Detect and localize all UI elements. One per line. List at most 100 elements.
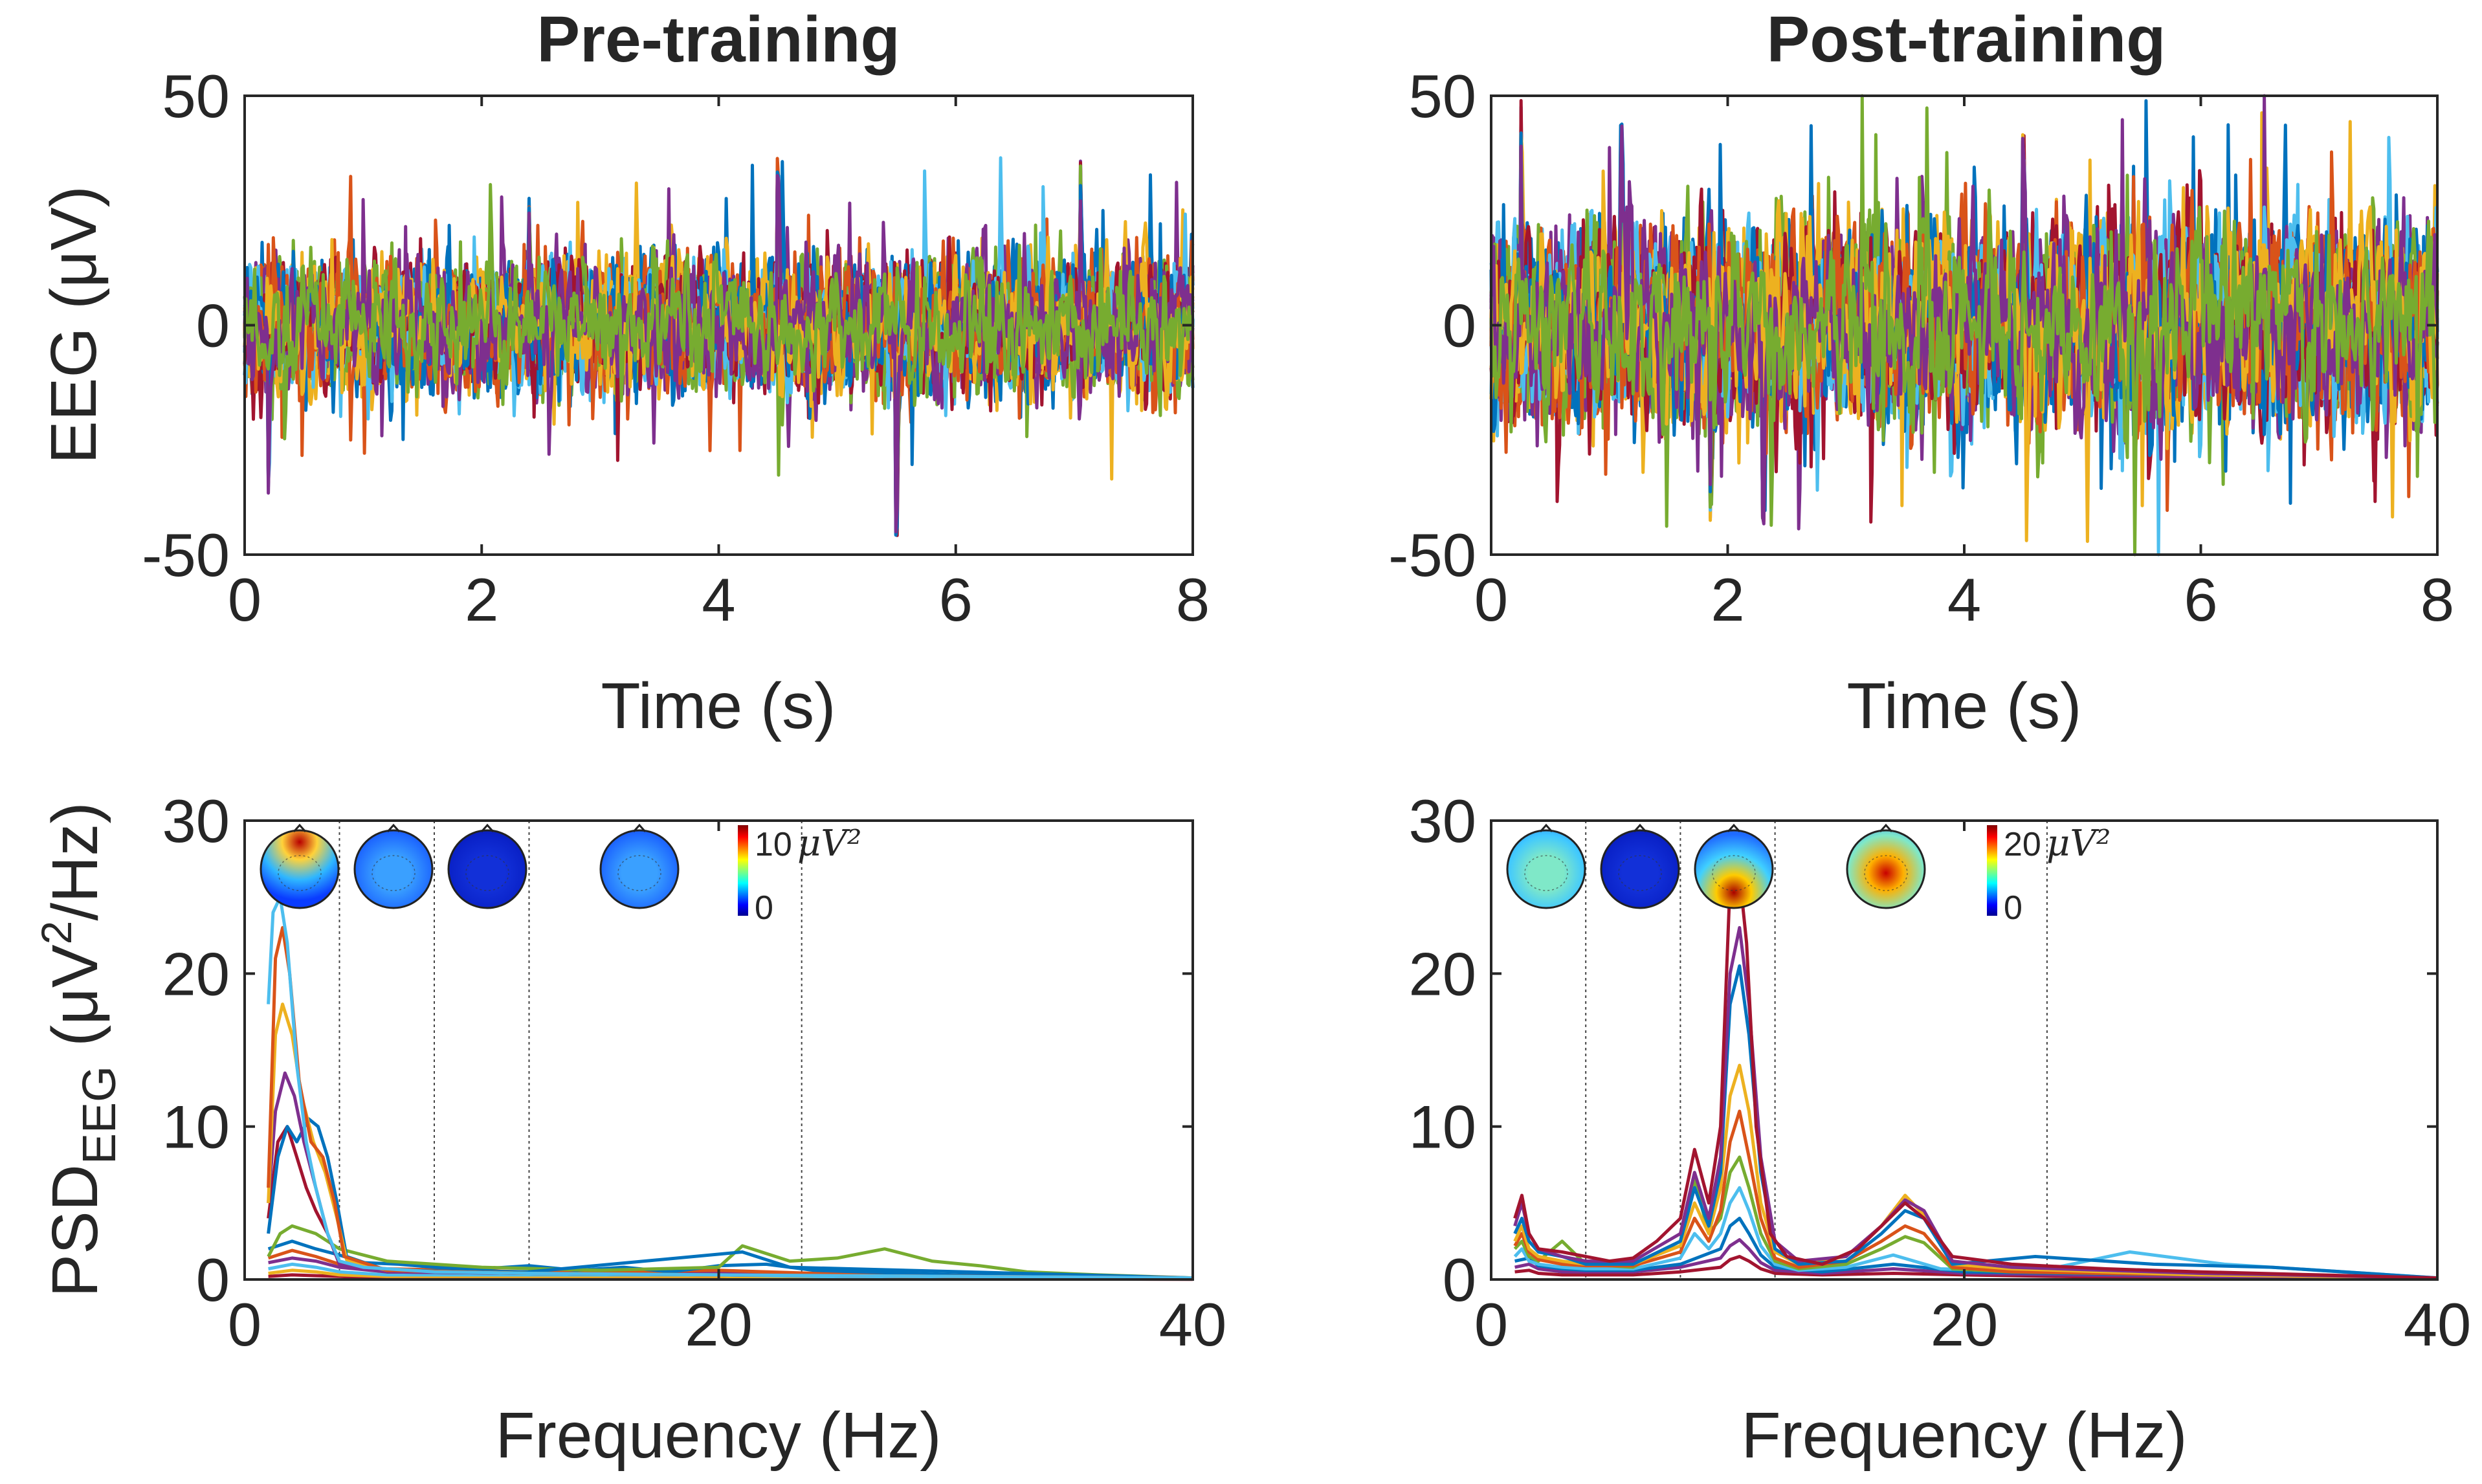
x-tick-label: 8 [2421,566,2454,634]
y-tick-label: 10 [162,1093,230,1161]
colorbar-max-label: 20 [2004,826,2041,863]
colorbar-unit: μV² [797,823,861,865]
y-axis-label: EEG (μV) [38,186,110,464]
psd-series [1513,1155,2438,1280]
x-tick-label: 0 [228,1290,261,1358]
x-tick-label: 2 [465,566,498,634]
y-tick-label: 0 [1443,1246,1476,1314]
psd-series [1513,1109,2438,1280]
subplot-psd-post: 0 20 40 0 10 20 30 20 μV² 0 Frequency (Hz) [1408,787,2471,1472]
colorbar-unit-text: μV² [2046,823,2111,865]
x-tick-label: 8 [1176,566,1210,634]
x-axis-label: Time (s) [1847,670,2082,742]
y-label-open: (μV [39,944,111,1047]
y-label-sup: 2 [32,921,80,945]
colorbar: 10 μV² 0 [738,823,861,927]
psd-series [267,895,1193,1280]
y-tick-label: 30 [162,787,230,855]
y-tick-label: 0 [196,1246,230,1314]
x-tick-label: 20 [1931,1290,1999,1358]
scalp-topomap [599,829,680,909]
y-tick-label: 20 [162,940,230,1008]
plot-area [243,156,1195,537]
scalp-topomap [1600,829,1680,909]
psd-series [267,1224,1193,1280]
nose-marker [386,823,401,833]
psd-series [267,925,1193,1280]
nose-marker [1727,823,1741,833]
x-axis-label: Frequency (Hz) [495,1399,941,1472]
colorbar-gradient [1987,825,1997,916]
psd-series [1513,849,2438,1280]
x-tick-label: 0 [1474,566,1508,634]
scalp-topomap [447,829,527,909]
eeg-trace [1489,94,2439,557]
contour-line [617,855,661,891]
x-tick-label: 0 [228,566,261,634]
topomap-row [260,823,680,909]
topomap-row [1506,823,1926,909]
y-tick-label: 10 [1408,1093,1476,1161]
ticks: 0 20 40 0 10 20 30 [162,787,1226,1358]
x-tick-label: 4 [1947,566,1981,634]
scalp-topomap [353,829,434,909]
psd-series [267,1117,1193,1280]
contour-line [1524,855,1568,891]
contour-line [1618,855,1662,891]
nose-marker [293,823,307,833]
chart-title: Pre-training [537,3,900,76]
plot-area [267,821,1193,1281]
contour-line [1864,855,1908,891]
colorbar-gradient [738,825,748,916]
colorbar-unit-text: μV² [797,823,861,865]
nose-marker [1879,823,1893,833]
y-tick-label: -50 [142,521,230,589]
plot-area [1489,94,2439,557]
colorbar-unit: μV² [2046,823,2111,865]
nose-marker [1633,823,1647,833]
y-tick-label: 20 [1408,940,1476,1008]
y-label-sub: EEG [74,1066,126,1164]
nose-marker [632,823,647,833]
psd-series [267,1002,1193,1280]
y-label-close: /Hz) [39,802,111,920]
scalp-topomap [260,829,340,909]
x-tick-label: 6 [2184,566,2217,634]
nose-marker [480,823,494,833]
x-tick-label: 2 [1711,566,1744,634]
chart-title: Post-training [1767,3,2166,76]
x-axis-label: Time (s) [601,670,836,742]
x-tick-label: 40 [2404,1290,2472,1358]
psd-series [1513,925,2438,1280]
scalp-topomap [1694,829,1774,909]
y-tick-label: 30 [1408,787,1476,855]
psd-series [267,1071,1193,1280]
colorbar-max-label: 10 [755,826,792,863]
colorbar-min-label: 0 [755,889,773,927]
y-axis-label: PSDEEG (μV2/Hz) [32,802,126,1297]
contour-line [278,855,322,891]
y-tick-label: 0 [1443,292,1476,360]
y-label-main: PSD [39,1164,111,1298]
y-tick-label: 0 [196,292,230,360]
x-tick-label: 20 [685,1290,753,1358]
psd-series [1513,964,2438,1280]
contour-line [1712,855,1756,891]
nose-marker [1539,823,1553,833]
y-tick-label: 50 [162,62,230,130]
eeg-trace [243,183,1195,417]
x-tick-label: 0 [1474,1290,1508,1358]
contour-line [371,855,416,891]
psd-series [1513,1063,2438,1280]
scalp-topomap [1506,829,1586,909]
scalp-topomap [1846,829,1926,909]
y-tick-label: 50 [1408,62,1476,130]
colorbar: 20 μV² 0 [1987,823,2111,927]
y-tick-label: -50 [1388,521,1476,589]
